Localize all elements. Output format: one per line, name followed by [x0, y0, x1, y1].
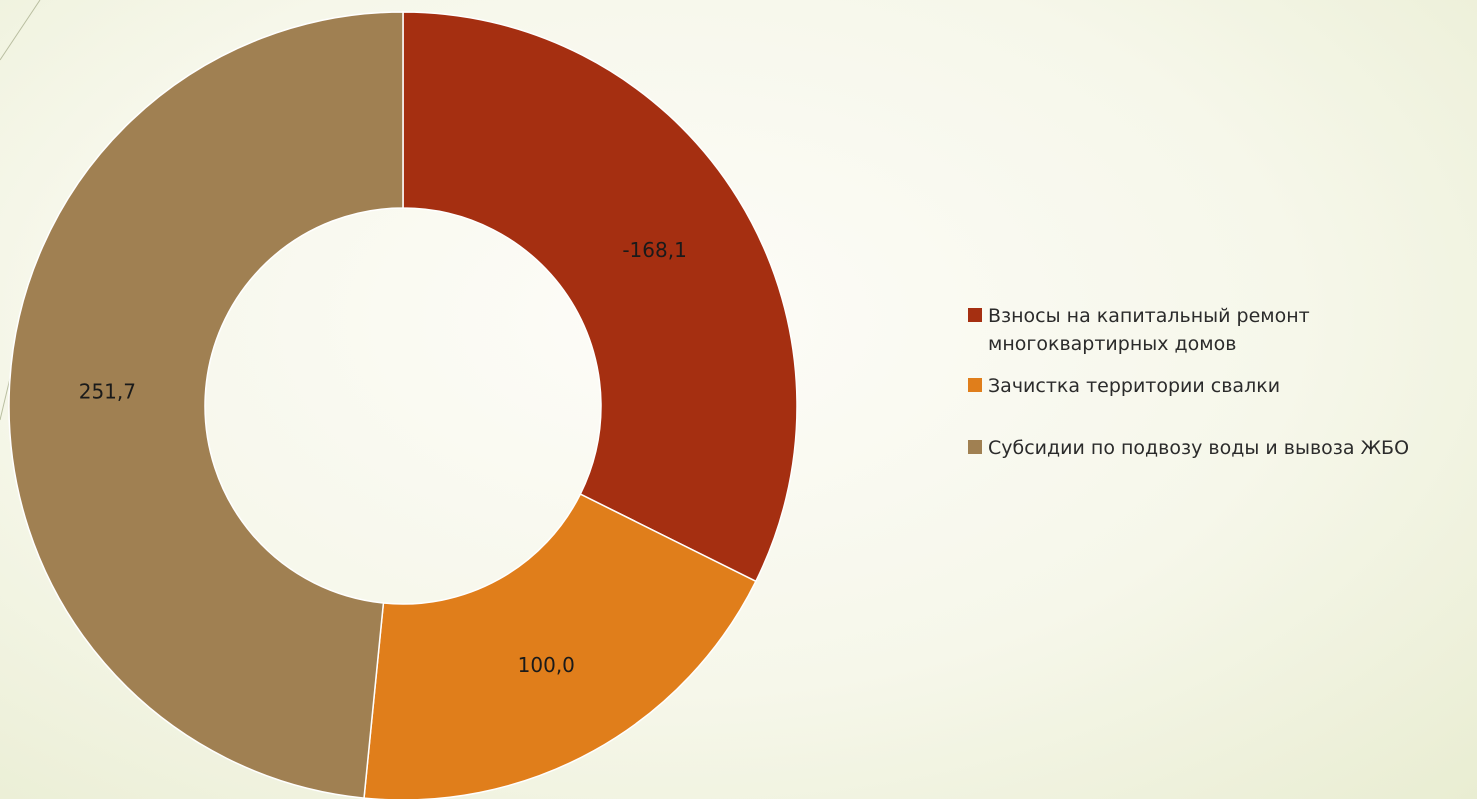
data-label-1: -168,1 — [622, 238, 686, 262]
legend-item[interactable]: Субсидии по подвозу воды и вывоза ЖБО — [968, 434, 1473, 462]
legend-swatch — [968, 378, 982, 392]
data-labels-group: -168,1 100,0 251,7 — [79, 238, 687, 677]
data-label-3: 251,7 — [79, 379, 136, 403]
legend-swatch — [968, 308, 982, 322]
legend-label: Зачистка территории свалки — [988, 375, 1281, 397]
data-label-2: 100,0 — [518, 653, 575, 677]
legend-label: Взносы на капитальный ремонт многокварти… — [988, 305, 1310, 355]
slice-1[interactable] — [402, 11, 798, 583]
legend-item[interactable]: Взносы на капитальный ремонт многокварти… — [968, 302, 1473, 358]
decor-line-top — [0, 0, 41, 61]
slice-2[interactable] — [363, 493, 757, 799]
slice-3[interactable] — [8, 11, 404, 799]
legend: Взносы на капитальный ремонт многокварти… — [968, 302, 1473, 476]
legend-label: Субсидии по подвозу воды и вывоза ЖБО — [988, 437, 1410, 459]
legend-item[interactable]: Зачистка территории свалки — [968, 372, 1473, 400]
legend-swatch — [968, 440, 982, 454]
slices-group — [8, 11, 798, 799]
